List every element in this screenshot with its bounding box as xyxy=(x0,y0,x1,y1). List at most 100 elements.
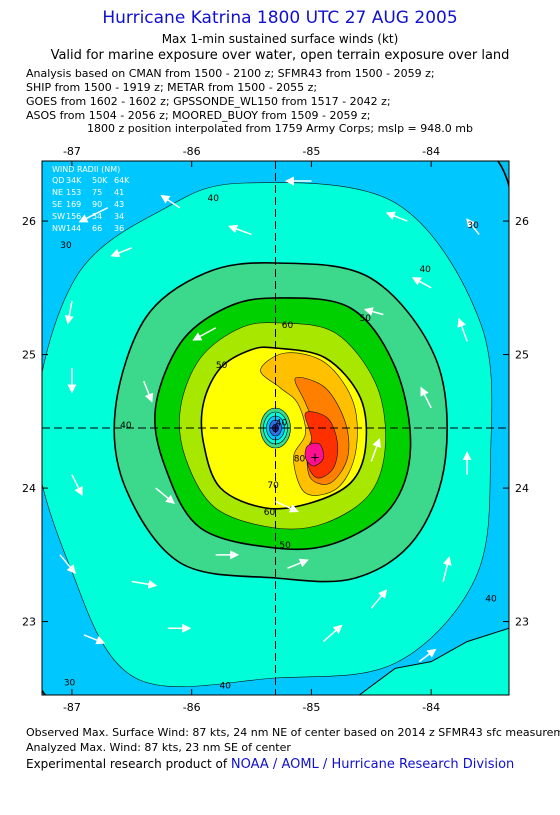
credit-organization[interactable]: NOAA / AOML / Hurricane Research Divisio… xyxy=(230,757,515,772)
wind-vector xyxy=(363,307,384,316)
wind-vector xyxy=(78,207,109,223)
chart-title: Hurricane Katrina 1800 UTC 27 AUG 2005 xyxy=(102,8,458,28)
wind-radii-cell: 66 xyxy=(92,224,102,233)
wind-vector xyxy=(385,211,408,222)
wind-radii-cell: NE xyxy=(52,188,63,197)
wind-radii-cell: 54 xyxy=(92,212,102,221)
contour-label: 40 xyxy=(208,194,220,204)
source-line: GOES from 1602 - 1602 z; GPSSONDE_WL150 … xyxy=(26,95,391,108)
contour-label: 30 xyxy=(64,679,76,689)
wind-vector xyxy=(131,579,158,589)
contour-label: 50 xyxy=(279,541,291,551)
wind-field-chart: + -87 -87 -86 -86 -85 -85 -84 -84 23 23 24 24 25 25 26… xyxy=(22,145,529,714)
y-tick-label-right: 23 xyxy=(515,616,529,629)
y-tick-label-left: 26 xyxy=(22,215,36,228)
contour-label: 30 xyxy=(60,241,72,251)
wind-vector xyxy=(370,437,381,462)
observed-max-wind: Observed Max. Surface Wind: 87 kts, 24 n… xyxy=(26,726,560,739)
contour-label: 40 xyxy=(276,418,288,428)
wind-radii-cell: 41 xyxy=(114,188,124,197)
wind-radii-cell: 34 xyxy=(114,212,124,221)
wind-vector xyxy=(71,474,83,497)
wind-vector xyxy=(192,327,216,341)
chart-subtitle: Max 1-min sustained surface winds (kt) xyxy=(161,32,399,46)
wind-radii-heading: WIND RADII (NM) xyxy=(52,165,120,174)
analyzed-max-wind: Analyzed Max. Wind: 87 kts, 23 nm SE of … xyxy=(26,741,291,754)
x-tick-label-top: -86 xyxy=(183,145,201,158)
wind-radii-cell: 75 xyxy=(92,188,102,197)
interpolation-note: 1800 z position interpolated from 1759 A… xyxy=(87,122,473,135)
axes-layer: -87 -87 -86 -86 -85 -85 -84 -84 23 23 24 24 25 25 26 26 xyxy=(22,145,529,714)
contour-label: 30 xyxy=(467,221,479,231)
contour-label-layer: 30 30 30 40 40 40 40 40 50 50 50 60 60 70 80 40 xyxy=(60,194,497,691)
wind-vector xyxy=(322,624,343,643)
credit-prefix: Experimental research product of xyxy=(26,757,231,771)
wind-radii-table: WIND RADII (NM) QD 34K 50K 64K NE 153 75 41 SE 169… xyxy=(52,165,130,233)
y-tick-label-left: 25 xyxy=(22,349,36,362)
source-line: ASOS from 1504 - 2056 z; MOORED_BUOY fro… xyxy=(26,109,371,122)
wind-radii-column: 64K xyxy=(114,176,130,185)
wind-vector xyxy=(420,386,432,409)
wind-vector xyxy=(457,317,468,342)
contour-label: 70 xyxy=(267,481,279,491)
wind-radii-cell: 90 xyxy=(92,200,102,209)
x-tick-label-bottom: -85 xyxy=(302,701,320,714)
x-tick-label-top: -87 xyxy=(63,145,81,158)
wind-radii-cell: 153 xyxy=(66,188,81,197)
wind-arrow-layer xyxy=(59,176,480,663)
wind-vector xyxy=(287,558,309,569)
contour-label: 50 xyxy=(216,361,228,371)
wind-vector xyxy=(275,500,299,513)
source-line: SHIP from 1500 - 1919 z; METAR from 1500… xyxy=(26,81,318,94)
y-tick-label-right: 24 xyxy=(515,482,529,495)
x-tick-label-bottom: -86 xyxy=(183,701,201,714)
wind-radii-cell: NW xyxy=(52,224,66,233)
contour-fill-layer: + xyxy=(42,161,509,695)
contour-label: 40 xyxy=(419,265,431,275)
wind-vector xyxy=(160,194,181,209)
contour-label: 40 xyxy=(219,681,231,691)
contour-label: 40 xyxy=(485,595,497,605)
contour-label: 40 xyxy=(120,421,132,431)
wind-radii-column: 50K xyxy=(92,176,108,185)
contour-label: 60 xyxy=(282,321,294,331)
wind-vector xyxy=(64,301,74,325)
wind-radii-cell: 144 xyxy=(66,224,81,233)
y-tick-label-right: 26 xyxy=(515,215,529,228)
y-tick-label-left: 24 xyxy=(22,482,36,495)
wind-radii-cell: SE xyxy=(52,200,62,209)
wind-radii-cell: 43 xyxy=(114,200,124,209)
wind-radii-cell: 156 xyxy=(66,212,81,221)
wind-vector xyxy=(442,556,452,582)
contour-label: 80 xyxy=(294,454,306,464)
wind-radii-cell: 36 xyxy=(114,224,124,233)
wind-vector xyxy=(155,487,175,505)
wind-vector xyxy=(370,589,388,609)
x-tick-label-top: -85 xyxy=(302,145,320,158)
x-tick-label-bottom: -84 xyxy=(422,701,440,714)
wind-radii-cell: SW xyxy=(52,212,65,221)
wind-vector xyxy=(83,634,106,645)
max-wind-marker: + xyxy=(310,450,320,464)
y-tick-label-right: 25 xyxy=(515,349,529,362)
wind-band-120 xyxy=(304,442,325,467)
wind-vector xyxy=(466,218,480,235)
coastline xyxy=(358,627,509,695)
y-tick-label-left: 23 xyxy=(22,616,36,629)
validity-note: Valid for marine exposure over water, op… xyxy=(50,48,510,63)
wind-vector xyxy=(143,380,154,403)
x-tick-label-bottom: -87 xyxy=(63,701,81,714)
wind-vector xyxy=(228,224,252,236)
contour-label: 60 xyxy=(264,508,276,518)
plot-frame xyxy=(41,160,510,696)
wind-radii-cell: 169 xyxy=(66,200,81,209)
wind-vector xyxy=(418,648,437,663)
wind-radii-column: 34K xyxy=(66,176,82,185)
x-tick-label-top: -84 xyxy=(422,145,440,158)
source-line: Analysis based on CMAN from 1500 - 2100 … xyxy=(26,67,435,80)
wind-vector xyxy=(110,247,133,258)
wind-vector xyxy=(411,277,432,289)
credit-line: Experimental research product of NOAA / … xyxy=(26,757,514,772)
wind-vector xyxy=(59,554,76,574)
contour-label: 50 xyxy=(360,314,372,324)
